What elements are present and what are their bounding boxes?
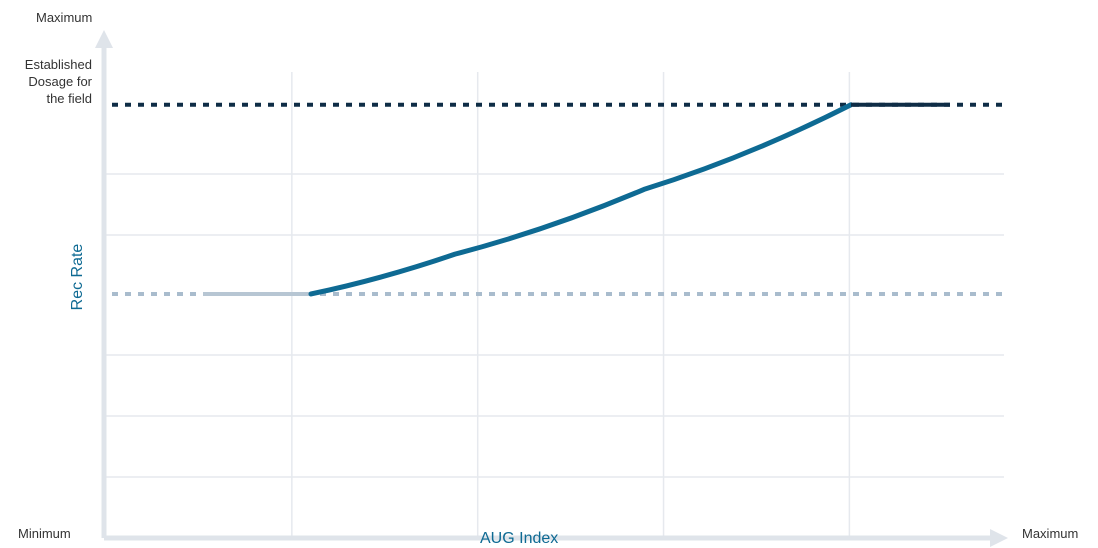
recommendation-curve [308, 102, 854, 297]
grid [104, 72, 1004, 538]
x-axis-arrow [990, 529, 1008, 547]
y-axis-title: Rec Rate [69, 243, 86, 311]
x-axis-title: AUG Index [480, 530, 559, 547]
x-axis-min-label: Minimum [18, 526, 71, 541]
established-dosage-label: Established Dosage for the field [24, 57, 92, 106]
x-axis-max-label: Maximum [1022, 526, 1079, 541]
axes [95, 30, 1008, 547]
y-axis-arrow [95, 30, 113, 48]
series [203, 102, 950, 297]
y-axis-max-label: Maximum [36, 10, 93, 25]
reference-lines [112, 102, 1004, 296]
